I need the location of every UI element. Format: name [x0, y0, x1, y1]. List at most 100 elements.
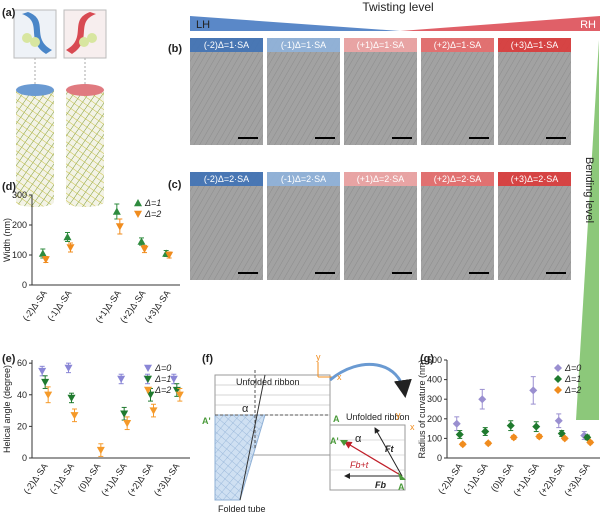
data-point	[146, 391, 155, 399]
label-banner	[498, 172, 571, 186]
data-point	[452, 419, 461, 428]
legend-marker	[134, 210, 142, 218]
micrograph	[498, 172, 571, 280]
y-tick-label: 300	[12, 190, 27, 200]
data-point	[137, 237, 146, 245]
data-point	[117, 375, 126, 383]
data-point	[70, 412, 79, 420]
legend-label: Δ=1	[144, 198, 161, 208]
micrograph	[267, 38, 340, 145]
y-axis-label: Radius of curvature (nm)	[417, 359, 427, 458]
legend-marker	[554, 386, 562, 394]
micrograph	[498, 38, 571, 145]
label-banner	[344, 38, 417, 52]
panel-label: (b)	[168, 43, 182, 55]
y-tick-label: 0	[437, 453, 442, 463]
micrograph	[190, 172, 263, 280]
label: Fb	[375, 480, 386, 490]
x-tick-label: (+3)Δ·SA	[152, 461, 182, 497]
panel-label: (a)	[2, 7, 16, 19]
data-point	[560, 434, 569, 443]
micrograph-label: (-1)Δ=2·SA	[281, 174, 326, 184]
label: A	[398, 482, 405, 492]
data-point	[149, 407, 158, 415]
micrograph	[344, 38, 417, 145]
y-tick-label: 100	[427, 433, 442, 443]
data-point	[509, 433, 518, 442]
y-tick-label: 500	[427, 355, 442, 365]
label: α	[355, 433, 362, 445]
label: y	[316, 352, 321, 362]
micrograph-label: (+1)Δ=1·SA	[357, 40, 405, 50]
legend-marker	[144, 375, 152, 383]
legend-label: Δ=2	[144, 209, 161, 219]
micrograph	[421, 38, 494, 145]
bend-title: Bending level	[583, 157, 595, 223]
y-tick-label: 40	[17, 390, 27, 400]
data-point	[112, 207, 121, 215]
data-point	[169, 375, 178, 383]
legend-marker	[134, 199, 142, 207]
label: Folded tube	[218, 504, 266, 514]
y-tick-label: 200	[427, 414, 442, 424]
label-banner	[421, 172, 494, 186]
data-point	[586, 438, 595, 447]
twist-title: Twisting level	[362, 0, 433, 14]
panel-label: (e)	[2, 353, 16, 365]
x-tick-label: (+3)Δ·SA	[562, 461, 592, 497]
micrograph	[344, 172, 417, 280]
label: A	[333, 414, 340, 424]
data-point	[64, 364, 73, 372]
data-point	[96, 446, 105, 455]
data-point	[165, 251, 174, 259]
y-tick-label: 400	[427, 375, 442, 385]
micrograph-label: (+3)Δ=1·SA	[511, 40, 559, 50]
label-banner	[498, 38, 571, 52]
data-point	[478, 395, 487, 404]
micrograph	[190, 38, 263, 145]
label: Ft	[385, 444, 394, 454]
data-point	[529, 386, 538, 395]
legend-label: Δ=0	[564, 363, 581, 373]
data-point	[484, 439, 493, 448]
y-tick-label: 100	[12, 250, 27, 260]
data-point	[481, 427, 490, 436]
data-point	[120, 410, 129, 418]
panel-label: (d)	[2, 181, 16, 193]
micrograph-label: (+1)Δ=2·SA	[357, 174, 405, 184]
legend-label: Δ=1	[564, 374, 581, 384]
twist-left: LH	[196, 19, 210, 31]
label-banner	[267, 172, 340, 186]
label: x	[337, 372, 342, 382]
label: Fb+t	[350, 460, 369, 470]
panel-label: (g)	[420, 353, 434, 365]
bend-wedge	[576, 40, 599, 420]
data-point	[41, 256, 50, 264]
label-banner	[190, 172, 263, 186]
legend-marker	[144, 364, 152, 372]
x-tick-label: (0)Δ·SA	[489, 461, 516, 493]
label: y	[396, 410, 401, 420]
micrograph-label: (+2)Δ=2·SA	[434, 174, 482, 184]
label: Unfolded ribbon	[236, 377, 300, 387]
legend-label: Δ=1	[154, 374, 171, 384]
micrograph-label: (-1)Δ=1·SA	[281, 40, 326, 50]
label-banner	[344, 172, 417, 186]
y-axis-label: Width (nm)	[2, 218, 12, 262]
micrograph-label: (-2)Δ=1·SA	[204, 40, 249, 50]
label: α	[242, 403, 249, 415]
legend-label: Δ=0	[154, 363, 171, 373]
legend-label: Δ=2	[154, 385, 171, 395]
x-tick-label: (-2)Δ·SA	[436, 461, 464, 495]
data-point	[175, 391, 184, 399]
panel-label: (c)	[168, 179, 182, 191]
twist-wedge-right	[400, 16, 600, 31]
panel-label: (f)	[202, 353, 213, 365]
y-axis-label: Helical angle (degree)	[2, 365, 12, 453]
diagram-f	[214, 362, 412, 501]
data-point	[63, 233, 72, 241]
y-tick-label: 300	[427, 394, 442, 404]
y-tick-label: 20	[17, 421, 27, 431]
legend-label: Δ=2	[564, 385, 581, 395]
